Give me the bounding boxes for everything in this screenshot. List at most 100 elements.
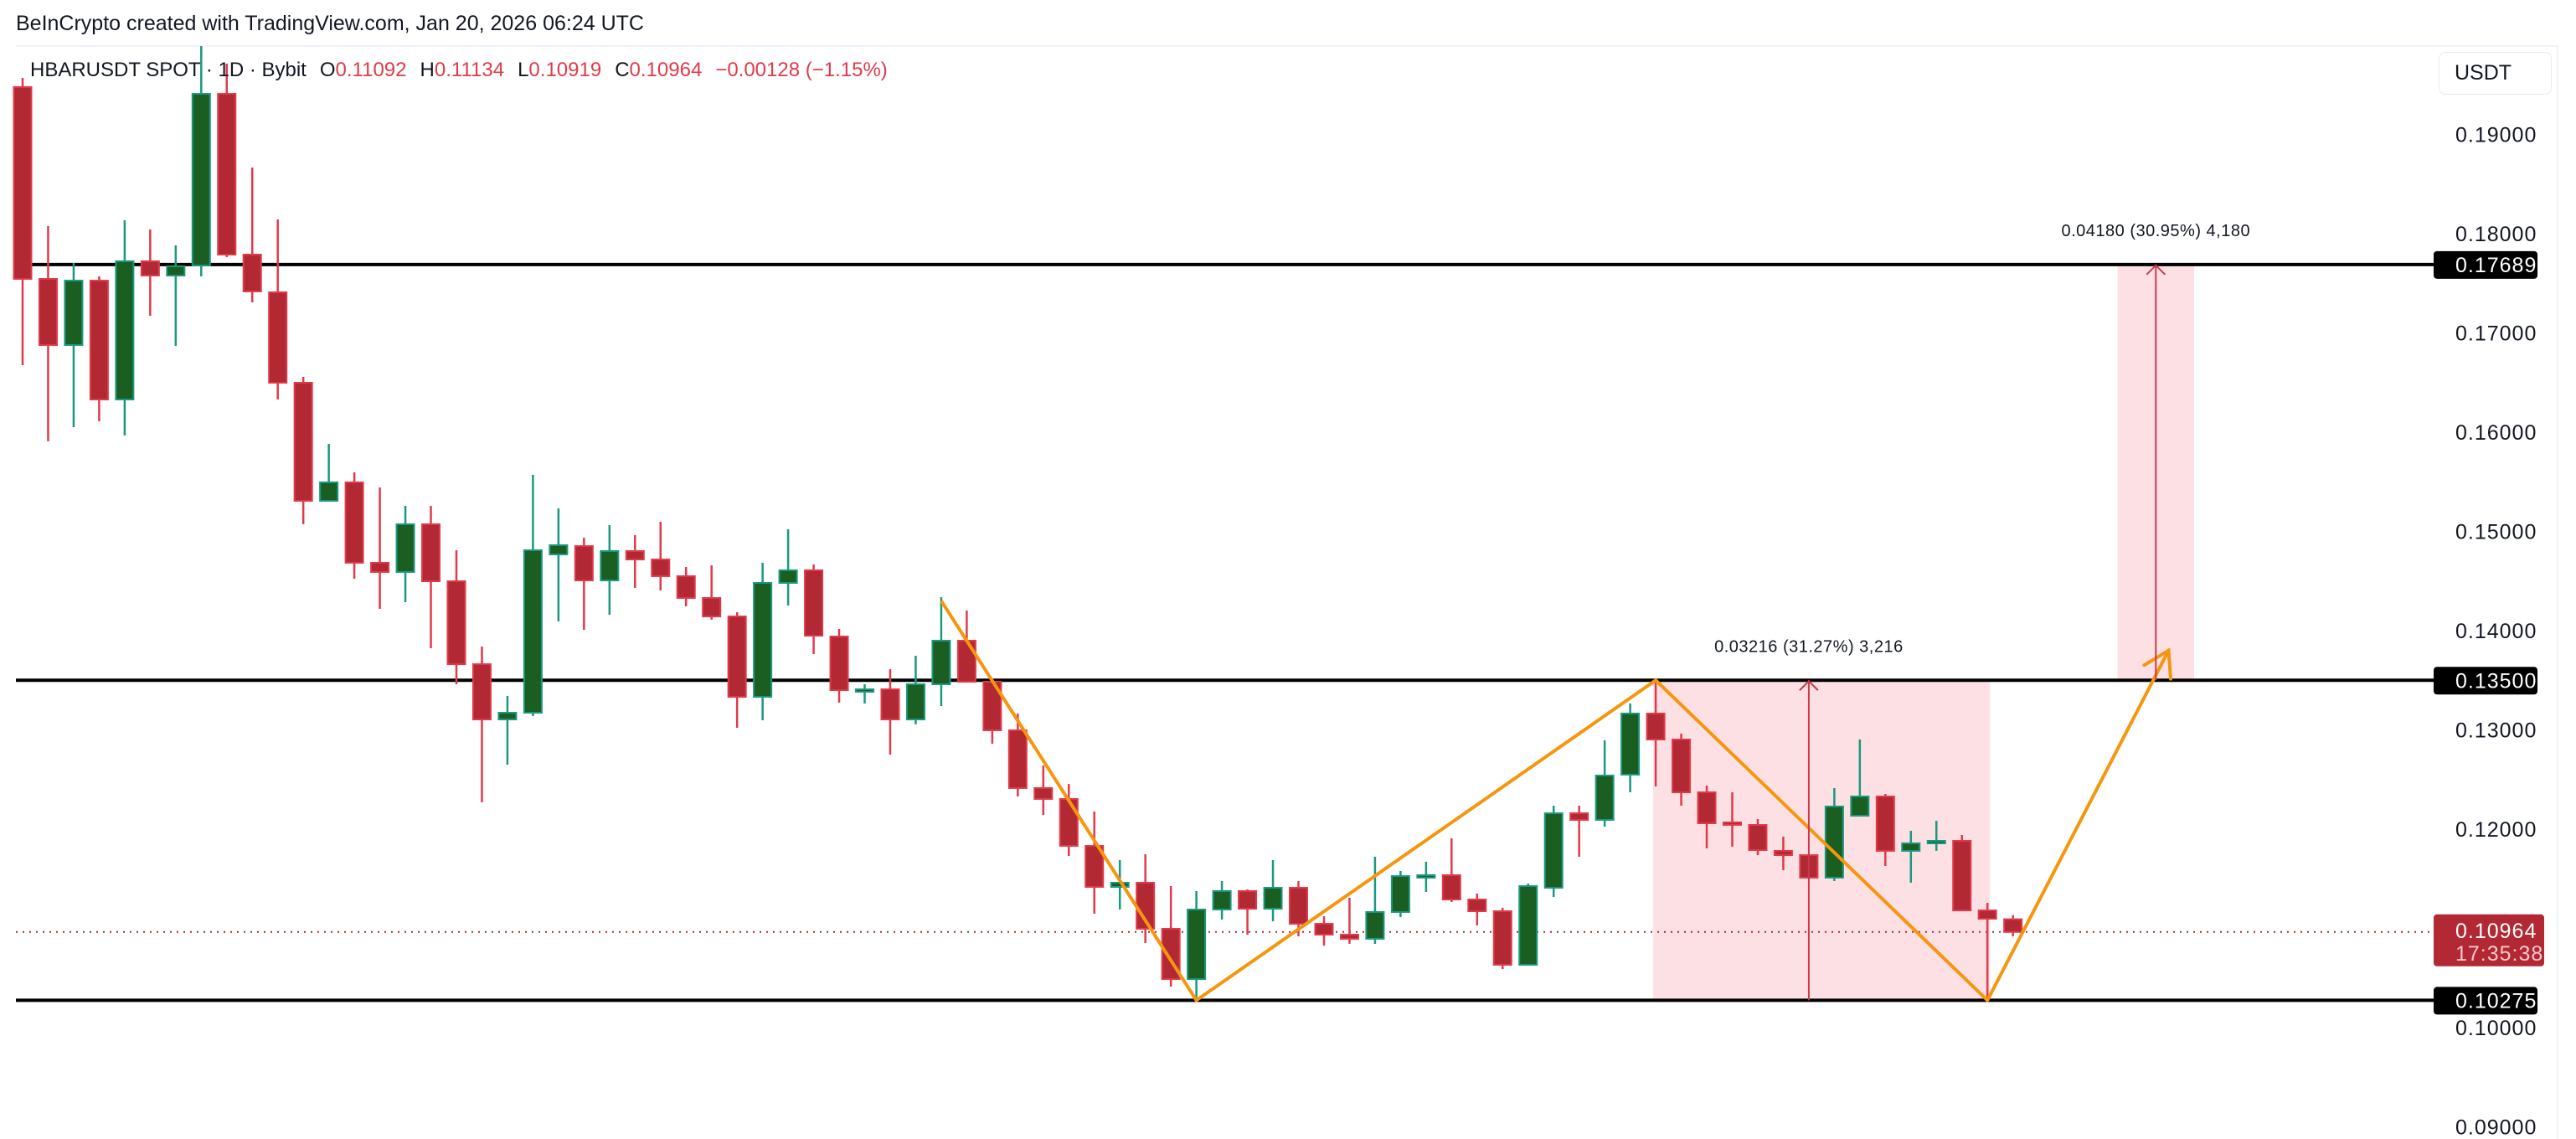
candle: [1187, 890, 1207, 999]
candle: [1518, 884, 1538, 966]
candle: [1850, 739, 1870, 817]
candle-body: [1672, 738, 1692, 794]
arrow-head-icon: [2142, 647, 2172, 681]
close-label: C: [615, 59, 630, 81]
candle: [140, 229, 160, 316]
candle-body: [242, 254, 262, 292]
candle-body: [625, 549, 645, 561]
measure-label-1: 0.03216 (31.27%) 3,216: [1714, 637, 1904, 656]
symbol-legend: HBARUSDT SPOT · 1D · Bybit O 0.11092 H 0.1…: [30, 59, 888, 82]
candle: [1390, 871, 1410, 917]
candle: [1441, 838, 1461, 902]
low-label: L: [518, 59, 529, 81]
candle-body: [1926, 839, 1946, 844]
candle-body: [395, 523, 415, 573]
candle: [549, 508, 569, 621]
price-tick: 0.17000: [2455, 322, 2537, 346]
candle-body: [1697, 791, 1717, 825]
candle-body: [1339, 933, 1359, 940]
horizontal-levels[interactable]: [16, 262, 2435, 1002]
price-axis[interactable]: 0.19000 0.18000 0.17000 0.16000 0.15000 0.140…: [2434, 124, 2544, 1139]
candle: [497, 695, 518, 765]
candle-body: [1824, 805, 1844, 879]
candle-body: [574, 545, 594, 582]
candle-body: [471, 663, 492, 721]
candle: [319, 443, 339, 502]
candle-body: [1850, 796, 1870, 817]
candle-body: [1314, 923, 1334, 935]
last-price-tag[interactable]: [2434, 914, 2544, 966]
candle-body: [1875, 796, 1895, 852]
candle: [1926, 821, 1946, 851]
candle: [1416, 861, 1436, 893]
candle-body: [140, 260, 160, 277]
candle-body: [344, 481, 364, 564]
candle: [1339, 898, 1359, 944]
candle-body: [1033, 786, 1054, 800]
candle-body: [115, 260, 135, 401]
candle-body: [1620, 712, 1641, 776]
high-label: H: [420, 59, 435, 81]
candle: [1084, 812, 1105, 914]
candle: [191, 46, 211, 276]
candle-body: [1212, 889, 1232, 910]
currency-button[interactable]: USDT: [2439, 52, 2552, 95]
candle: [1901, 831, 1921, 883]
candle: [421, 506, 441, 648]
level-price-tag[interactable]: [2434, 667, 2537, 695]
candle: [651, 522, 671, 591]
candle-body: [651, 559, 671, 577]
candle: [1620, 703, 1641, 793]
candle: [702, 565, 722, 620]
candle-body: [1748, 824, 1768, 852]
candle-body: [191, 93, 211, 267]
price-tick: 0.09000: [2455, 1116, 2537, 1139]
candle: [395, 506, 415, 602]
candle-body: [1416, 874, 1436, 879]
close-value: 0.10964: [629, 59, 703, 81]
measure-arrow-up-icon: [1799, 679, 1819, 691]
price-tick: 0.10000: [2455, 1017, 2537, 1040]
candle: [804, 564, 824, 654]
candle-body: [855, 688, 875, 693]
candle-body: [931, 639, 951, 685]
candle: [1492, 907, 1512, 969]
candle: [1722, 792, 1742, 847]
candle-body: [1901, 842, 1921, 852]
candle: [1646, 680, 1666, 787]
candle: [2003, 915, 2023, 937]
candle-body: [880, 688, 900, 721]
candle-body: [1492, 910, 1512, 966]
measure-label-2: 0.04180 (30.95%) 4,180: [2061, 222, 2250, 240]
candle: [880, 668, 900, 755]
price-tick: 0.18000: [2455, 223, 2537, 246]
candle: [905, 655, 925, 724]
candle: [1314, 916, 1334, 946]
level-price-tag[interactable]: [2434, 987, 2537, 1015]
candle-body: [38, 278, 58, 346]
candle: [1875, 794, 1895, 866]
candle-body: [370, 561, 390, 573]
price-tick: 0.19000: [2455, 124, 2537, 147]
candle-body: [1059, 797, 1079, 848]
candle-body: [497, 711, 518, 721]
candle: [1212, 880, 1232, 920]
candle-body: [1543, 812, 1564, 889]
candle-body: [268, 291, 288, 384]
candle: [1697, 785, 1717, 848]
candle-body: [1390, 875, 1410, 913]
countdown-text: 17:35:38: [2455, 942, 2543, 966]
candle-body: [1187, 908, 1207, 981]
candle: [931, 596, 951, 706]
candle-body: [89, 280, 109, 401]
last-price-text: 0.10964: [2455, 920, 2537, 943]
candle-body: [166, 265, 186, 277]
level-price-tag[interactable]: [2434, 250, 2537, 279]
candle-body: [702, 597, 722, 618]
change-value: −0.00128 (−1.15%): [715, 59, 888, 81]
candle-body: [64, 280, 84, 346]
candle-body: [217, 93, 237, 256]
candle-body: [1238, 889, 1258, 910]
candle-body: [778, 569, 798, 585]
